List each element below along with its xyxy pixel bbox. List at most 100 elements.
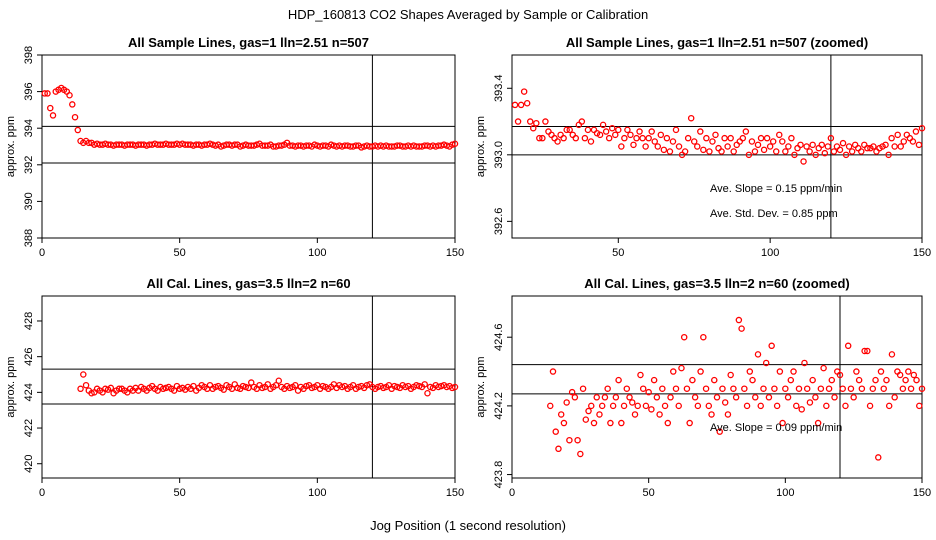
data-point	[115, 385, 123, 393]
panel-title: All Cal. Lines, gas=3.5 lln=2 n=60	[146, 276, 350, 291]
data-point	[918, 124, 926, 132]
data-point	[907, 385, 915, 392]
data-point	[888, 351, 896, 358]
y-tick-label: 394	[23, 119, 35, 137]
panel-title: All Cal. Lines, gas=3.5 lln=2 n=60 (zoom…	[584, 276, 850, 291]
y-tick-label: 393.4	[493, 75, 505, 103]
data-point	[708, 411, 715, 418]
data-point	[545, 128, 552, 135]
data-point	[624, 126, 631, 134]
data-point	[885, 402, 893, 410]
data-point	[779, 419, 786, 427]
y-tick-label: 426	[23, 347, 35, 365]
data-point	[830, 148, 838, 155]
data-point	[667, 394, 674, 401]
data-point	[656, 411, 663, 418]
data-point	[618, 419, 625, 427]
data-point	[809, 376, 816, 384]
data-point	[916, 402, 923, 410]
chart-panel-2: All Sample Lines, gas=1 lln=2.51 n=507 (…	[475, 35, 931, 259]
data-point	[549, 368, 557, 375]
data-point	[554, 138, 561, 145]
data-point	[547, 402, 554, 410]
data-point	[769, 138, 777, 145]
data-point	[899, 385, 907, 392]
data-point	[730, 385, 737, 392]
y-tick-label: 393.0	[493, 141, 505, 169]
data-point	[653, 394, 661, 401]
x-tick-label: 50	[174, 487, 186, 499]
data-point	[909, 138, 917, 145]
data-point	[675, 402, 682, 410]
data-point	[823, 402, 830, 410]
x-tick-label: 150	[446, 247, 464, 259]
data-point	[593, 394, 600, 401]
data-point	[637, 371, 644, 379]
data-point	[683, 385, 691, 392]
panel-title: All Sample Lines, gas=1 lln=2.51 n=507	[128, 35, 369, 50]
y-tick-label: 424.2	[493, 392, 505, 420]
data-point	[566, 126, 573, 134]
x-axis-label: Jog Position (1 second resolution)	[370, 518, 566, 533]
data-point	[697, 128, 704, 135]
data-point	[806, 148, 813, 155]
data-point	[906, 134, 914, 142]
data-point	[788, 134, 795, 142]
data-point	[820, 364, 827, 372]
data-point	[584, 126, 592, 134]
data-point	[220, 386, 227, 393]
data-point	[766, 143, 774, 150]
data-point	[782, 148, 789, 155]
data-point	[77, 385, 84, 393]
data-point	[669, 138, 677, 145]
data-point	[715, 144, 722, 152]
data-point	[71, 113, 79, 121]
data-point	[798, 406, 805, 413]
data-point	[557, 411, 565, 418]
data-point	[844, 342, 852, 350]
data-point	[839, 139, 847, 147]
data-point	[705, 402, 713, 410]
data-point	[607, 419, 614, 427]
data-point	[80, 371, 87, 378]
data-point	[648, 128, 655, 135]
data-point	[913, 376, 920, 384]
data-point	[858, 148, 865, 155]
panel-annotation: Ave. Std. Dev. = 0.85 ppm	[710, 208, 838, 220]
data-point	[648, 406, 655, 413]
data-point	[666, 148, 674, 155]
data-point	[66, 92, 73, 99]
data-point	[352, 142, 360, 149]
data-point	[821, 149, 829, 157]
data-point	[514, 118, 522, 125]
data-point	[566, 436, 573, 444]
data-point	[836, 371, 844, 379]
data-point	[800, 158, 807, 165]
data-point	[703, 134, 710, 142]
data-point	[854, 144, 862, 152]
x-tick-label: 50	[643, 487, 655, 499]
data-point	[49, 112, 57, 119]
data-point	[560, 419, 568, 427]
y-tick-label: 388	[23, 229, 35, 247]
data-point	[520, 88, 528, 95]
data-point	[702, 385, 710, 392]
data-point	[700, 146, 707, 154]
data-point	[604, 385, 611, 392]
data-point	[587, 138, 595, 145]
data-point	[721, 399, 729, 406]
data-point	[642, 143, 649, 150]
data-point	[861, 141, 868, 149]
x-tick-label: 100	[308, 247, 326, 259]
data-point	[827, 134, 835, 142]
data-point	[639, 134, 646, 142]
y-tick-label: 420	[23, 455, 35, 473]
data-point	[855, 376, 863, 384]
data-point	[588, 402, 595, 410]
y-axis-label: approx. ppm	[5, 356, 17, 417]
data-point	[630, 141, 637, 149]
data-point	[738, 325, 745, 332]
data-point	[687, 114, 695, 122]
data-point	[582, 416, 590, 423]
